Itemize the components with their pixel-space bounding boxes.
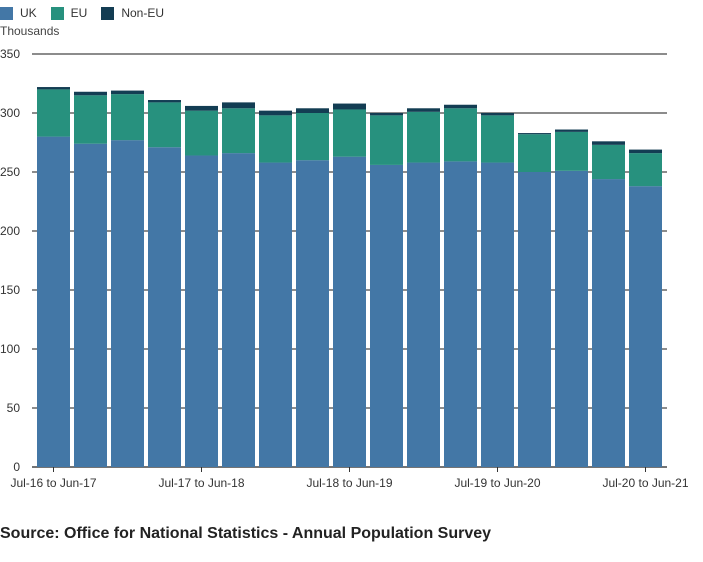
bar-non-eu-13	[518, 133, 551, 135]
bar-uk-16	[629, 186, 662, 467]
y-tick-label-200: 200	[0, 224, 20, 238]
bar-uk-0	[37, 136, 70, 467]
x-tick-label-3: Jul-19 to Jun-20	[454, 476, 540, 490]
bar-non-eu-3	[148, 100, 181, 103]
bar-uk-3	[148, 147, 181, 467]
bar-non-eu-5	[222, 102, 255, 109]
bar-uk-2	[111, 140, 144, 467]
bar-non-eu-0	[37, 87, 70, 90]
stacked-bar-chart: Thousands 0 50 100 150 200 250 300 350 Jul-16 to …	[0, 24, 689, 490]
chart-legend: UK EU Non-EU	[0, 4, 178, 22]
bar-uk-14	[555, 170, 588, 467]
legend-item-eu: EU	[50, 6, 88, 20]
y-tick-label-50: 50	[7, 401, 21, 415]
y-tick-label-100: 100	[0, 342, 20, 356]
legend-swatch-non-eu	[101, 6, 115, 20]
bar-non-eu-15	[592, 141, 625, 145]
legend-item-uk: UK	[0, 6, 37, 20]
bar-uk-7	[296, 160, 329, 467]
y-tick-label-250: 250	[0, 165, 20, 179]
bar-eu-11	[444, 108, 477, 162]
x-tick-label-1: Jul-17 to Jun-18	[158, 476, 244, 490]
bar-non-eu-4	[185, 105, 218, 111]
y-tick-label-350: 350	[0, 47, 20, 61]
y-axis-unit-label: Thousands	[0, 24, 59, 38]
y-tick-label-150: 150	[0, 283, 20, 297]
legend-label-uk: UK	[20, 6, 37, 20]
bar-uk-5	[222, 153, 255, 467]
bar-non-eu-6	[259, 110, 292, 116]
bar-eu-9	[370, 115, 403, 165]
bar-uk-13	[518, 172, 551, 467]
legend-item-non-eu: Non-EU	[101, 6, 164, 20]
bar-eu-4	[185, 110, 218, 156]
bar-uk-10	[407, 162, 440, 467]
legend-label-eu: EU	[70, 6, 88, 20]
bar-uk-4	[185, 155, 218, 468]
legend-swatch-eu	[50, 6, 64, 20]
bar-non-eu-7	[296, 108, 329, 113]
bar-eu-3	[148, 102, 181, 148]
bar-non-eu-10	[407, 108, 440, 112]
bar-uk-11	[444, 161, 477, 467]
bar-eu-10	[407, 111, 440, 163]
bar-non-eu-9	[370, 113, 403, 116]
bar-eu-6	[259, 115, 292, 163]
bar-non-eu-12	[481, 113, 514, 116]
bar-eu-0	[37, 89, 70, 137]
x-tick-label-4: Jul-20 to Jun-21	[602, 476, 688, 490]
x-tick-label-2: Jul-18 to Jun-19	[306, 476, 392, 490]
bar-uk-9	[370, 164, 403, 468]
y-tick-label-300: 300	[0, 106, 20, 120]
bar-eu-15	[592, 144, 625, 180]
bar-non-eu-14	[555, 129, 588, 132]
bar-eu-14	[555, 131, 588, 171]
bar-eu-8	[333, 109, 366, 157]
bar-eu-5	[222, 108, 255, 154]
bar-non-eu-11	[444, 104, 477, 109]
bar-non-eu-1	[74, 91, 107, 96]
bar-eu-7	[296, 113, 329, 161]
bar-uk-6	[259, 162, 292, 467]
bar-uk-1	[74, 143, 107, 467]
x-tick-label-0: Jul-16 to Jun-17	[10, 476, 96, 490]
y-tick-label-0: 0	[13, 460, 20, 474]
bar-non-eu-8	[333, 103, 366, 110]
bar-non-eu-2	[111, 90, 144, 95]
bar-uk-12	[481, 162, 514, 467]
bar-eu-13	[518, 134, 551, 172]
legend-label-non-eu: Non-EU	[121, 6, 165, 20]
bar-uk-15	[592, 179, 625, 467]
bar-eu-16	[629, 153, 662, 187]
bar-eu-2	[111, 94, 144, 141]
bar-eu-1	[74, 95, 107, 144]
bar-eu-12	[481, 115, 514, 163]
bar-uk-8	[333, 156, 366, 467]
legend-swatch-uk	[0, 6, 13, 20]
bar-non-eu-16	[629, 149, 662, 154]
source-note: Source: Office for National Statistics -…	[0, 525, 492, 542]
